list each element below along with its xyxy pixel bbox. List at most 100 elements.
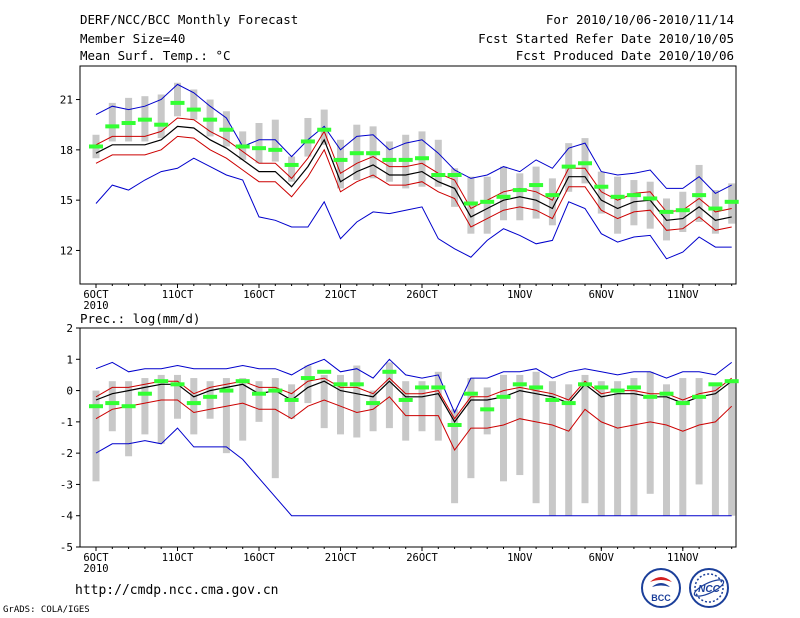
- panel-1-median-marker: [89, 144, 103, 149]
- panel-2-ytick-label: -5: [60, 541, 73, 554]
- panel-2-median-marker: [659, 391, 674, 396]
- panel-1-box: [288, 156, 296, 182]
- panel-2-median-marker: [463, 391, 478, 396]
- panel-2-box: [369, 390, 377, 432]
- panel-1-box: [304, 117, 312, 157]
- panel-1-median-marker: [154, 122, 169, 127]
- panel-2-median-marker: [545, 397, 560, 402]
- panel-1-box: [500, 166, 507, 221]
- panel-2-median-marker: [561, 401, 576, 406]
- panel-1-median-marker: [659, 209, 674, 214]
- panel-1-box: [581, 138, 589, 184]
- panel-2-box: [548, 381, 556, 516]
- panel-2-ytick-label: 1: [66, 353, 73, 366]
- panel-1-ytick-label: 12: [60, 244, 73, 257]
- panel-1-box: [483, 176, 491, 234]
- panel-1-median-marker: [300, 139, 315, 144]
- panel-1-median-marker: [415, 156, 429, 161]
- grads-credit: GrADS: COLA/IGES: [3, 605, 90, 615]
- panel-1-median-marker: [512, 188, 527, 193]
- panel-2-box: [190, 378, 198, 435]
- panel-1-median-marker: [268, 147, 283, 152]
- panel-1-box: [190, 89, 198, 120]
- panel-1-box: [532, 166, 540, 219]
- panel-2-ytick-label: -4: [60, 510, 74, 523]
- panel-1-box: [548, 178, 556, 226]
- panel-2-median-marker: [415, 385, 429, 390]
- panel-1-box: [108, 102, 116, 142]
- member-size-label: Member Size=40: [80, 31, 186, 46]
- panel-1-median-marker: [692, 193, 707, 198]
- panel-2-median-marker: [382, 369, 397, 374]
- panel-1-median-marker: [431, 173, 446, 177]
- panel-2-frame: [79, 327, 737, 548]
- panel-2-box: [255, 381, 263, 422]
- panel-2-median-marker: [398, 397, 413, 402]
- panel-2-box: [451, 409, 459, 504]
- panel-1-min-line: [95, 157, 732, 260]
- source-url: http://cmdp.ncc.cma.gov.cn: [75, 583, 279, 598]
- panel-2-ytick-label: -1: [60, 416, 73, 429]
- panel-2-box: [663, 384, 670, 516]
- panel-2-median-marker: [675, 401, 690, 406]
- panel-1-median-marker: [675, 208, 690, 213]
- panel-2-median-marker: [610, 388, 625, 393]
- panel-2-box: [385, 362, 393, 429]
- panel-2-box: [516, 374, 524, 476]
- panel-2-ytick-label: 0: [66, 385, 73, 398]
- panel-2-median-marker: [317, 369, 332, 374]
- panel-2-box: [174, 374, 181, 419]
- panel-2-box: [630, 378, 638, 516]
- panel-2-box: [679, 378, 687, 516]
- panel-2-spread-low-line: [95, 396, 733, 451]
- panel-1-box: [630, 180, 638, 226]
- panel-2-box: [614, 381, 622, 516]
- panel-1-frame: [79, 65, 737, 285]
- panel-1-median-marker: [219, 127, 234, 132]
- panel-2-xtick-label: 1NOV: [507, 552, 533, 564]
- forecast-period: For 2010/10/06-2010/11/14: [545, 12, 734, 27]
- panel-2-median-marker: [447, 422, 462, 427]
- panel-1-box: [434, 139, 442, 187]
- forecast-title: DERF/NCC/BCC Monthly Forecast: [80, 12, 299, 27]
- panel-1-ytick-label: 21: [60, 94, 73, 107]
- panel-2-box: [141, 378, 149, 435]
- panel-1-box: [174, 82, 181, 117]
- panel-1-box: [271, 119, 279, 162]
- panel-2-box: [125, 381, 133, 457]
- panel-2-box: [695, 378, 703, 485]
- panel-2-min-line: [95, 427, 732, 517]
- panel-1-median-marker: [708, 206, 723, 211]
- panel-2-box: [304, 365, 312, 404]
- panel-1-spread-high-line: [95, 117, 732, 213]
- panel-1-max-line: [95, 83, 732, 195]
- panel-2-median-marker: [431, 385, 446, 390]
- panel-2-box: [711, 384, 719, 516]
- panel-1-median-marker: [235, 144, 250, 149]
- panel-1-median-marker: [480, 199, 495, 204]
- panel-2-mean-line: [95, 380, 733, 423]
- panel-2-median-marker: [203, 394, 218, 399]
- panel-1-median-marker: [105, 124, 120, 129]
- panel-2-ytick-label: -2: [60, 447, 73, 460]
- panel-2-box: [206, 381, 214, 419]
- panel-2-spread-high-line: [95, 377, 733, 420]
- panel-1-xtick-label: 21OCT: [325, 289, 357, 301]
- panel-1-median-marker: [137, 117, 152, 122]
- forecast-produced-date: Fcst Produced Date 2010/10/06: [515, 48, 734, 63]
- panel-2-median-marker: [219, 388, 234, 393]
- ncc-logo: NCC: [689, 568, 729, 608]
- panel-1-median-marker: [529, 183, 544, 188]
- panel-2-box: [337, 374, 344, 435]
- panel-2-box: [222, 378, 230, 454]
- panel-2-median-marker: [578, 382, 592, 387]
- panel-1-median-marker: [724, 199, 739, 204]
- panel-1-median-marker: [496, 194, 511, 199]
- panel-2-median-marker: [137, 391, 152, 396]
- panel-2-xtick-label: 6OCT: [83, 552, 109, 564]
- panel-1-box: [157, 94, 165, 139]
- panel-2-median-marker: [121, 404, 136, 409]
- panel-1-median-marker: [382, 157, 397, 162]
